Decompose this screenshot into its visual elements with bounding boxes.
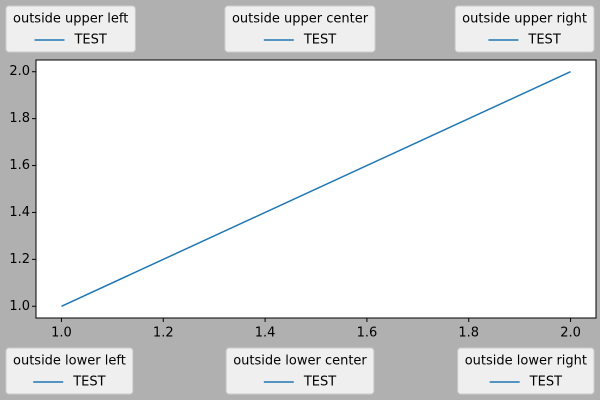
legend-title: outside lower right <box>465 354 587 369</box>
y-tick-label: 1.6 <box>9 158 30 173</box>
plot-frame <box>35 59 597 319</box>
legend: outside lower center TEST <box>225 347 375 395</box>
legend-label: TEST <box>72 375 105 390</box>
legend-title: outside upper center <box>232 12 369 27</box>
legend-label: TEST <box>529 375 562 390</box>
x-tick-label: 1.8 <box>458 326 479 341</box>
legend-label: TEST <box>303 375 336 390</box>
legend-title: outside lower center <box>233 354 367 369</box>
y-tick-label: 1.0 <box>9 299 30 314</box>
line <box>61 71 571 307</box>
legend-label: TEST <box>303 33 336 48</box>
y-tick-label: 1.4 <box>9 205 30 220</box>
x-tick-label: 1.4 <box>255 326 276 341</box>
x-tick-label: 1.0 <box>51 326 72 341</box>
legend: outside lower left TEST <box>5 347 134 395</box>
y-tick-label: 1.2 <box>9 252 30 267</box>
legend-title: outside upper right <box>462 12 587 27</box>
legend-box <box>225 347 375 395</box>
y-tick-label: 2.0 <box>9 64 30 79</box>
legend-title: outside lower left <box>13 354 126 369</box>
legend-title: outside upper left <box>13 12 128 27</box>
y-tick-label: 1.8 <box>9 111 30 126</box>
legend: outside upper left TEST <box>5 5 136 53</box>
legend-label: TEST <box>73 33 106 48</box>
legend-box <box>224 5 376 53</box>
legend-label: TEST <box>527 33 560 48</box>
legend: outside upper right TEST <box>454 5 595 53</box>
legend: outside lower right TEST <box>457 347 595 395</box>
x-tick-label: 1.2 <box>153 326 174 341</box>
x-tick-label: 1.6 <box>357 326 378 341</box>
legend: outside upper center TEST <box>224 5 376 53</box>
x-tick-label: 2.0 <box>560 326 581 341</box>
